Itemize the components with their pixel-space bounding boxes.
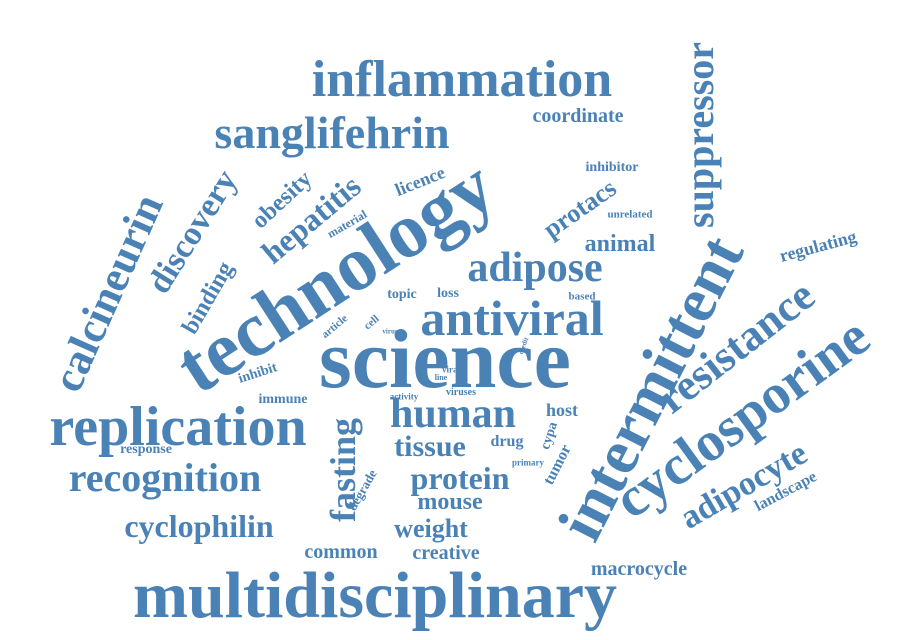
word-recognition: recognition: [68, 455, 262, 500]
word-unrelated: unrelated: [607, 208, 653, 221]
word-cyclophilin: cyclophilin: [124, 508, 274, 544]
word-science: science: [319, 313, 571, 406]
word-inflammation: inflammation: [311, 51, 613, 108]
word-adipose: adipose: [467, 245, 603, 291]
word-multidisciplinary: multidisciplinary: [132, 559, 618, 632]
word-animal: animal: [584, 231, 656, 257]
word-loss: loss: [437, 286, 459, 301]
word-weight: weight: [394, 514, 468, 543]
word-tissue: tissue: [394, 430, 466, 463]
word-suppressor: suppressor: [677, 42, 722, 228]
word-immune: immune: [258, 392, 308, 407]
word-replication: replication: [49, 396, 307, 458]
word-creative: creative: [412, 542, 480, 564]
word-regulating: regulating: [777, 226, 859, 266]
word-host: host: [545, 400, 579, 420]
word-human: human: [389, 391, 517, 437]
word-viral: viral: [442, 364, 460, 375]
word-virus: virus: [382, 327, 398, 336]
word-calcineurin: calcineurin: [42, 186, 173, 399]
word-line: line: [434, 373, 448, 382]
word-antiviral: antiviral: [420, 290, 604, 346]
word-inhibitor: inhibitor: [585, 160, 639, 175]
word-activity: activity: [389, 391, 419, 402]
word-drug: drug: [490, 433, 524, 450]
word-response: response: [120, 442, 172, 457]
word-topic: topic: [387, 287, 417, 302]
word-protein: protein: [410, 460, 510, 496]
word-common: common: [304, 541, 378, 563]
word-based: based: [568, 290, 596, 303]
word-macrocycle: macrocycle: [590, 558, 688, 580]
word-sanglifehrin: sanglifehrin: [214, 107, 450, 158]
word-primary: primary: [512, 457, 544, 468]
word-mouse: mouse: [417, 489, 483, 515]
word-viruses: viruses: [446, 387, 476, 398]
word-coordinate: coordinate: [532, 105, 624, 127]
